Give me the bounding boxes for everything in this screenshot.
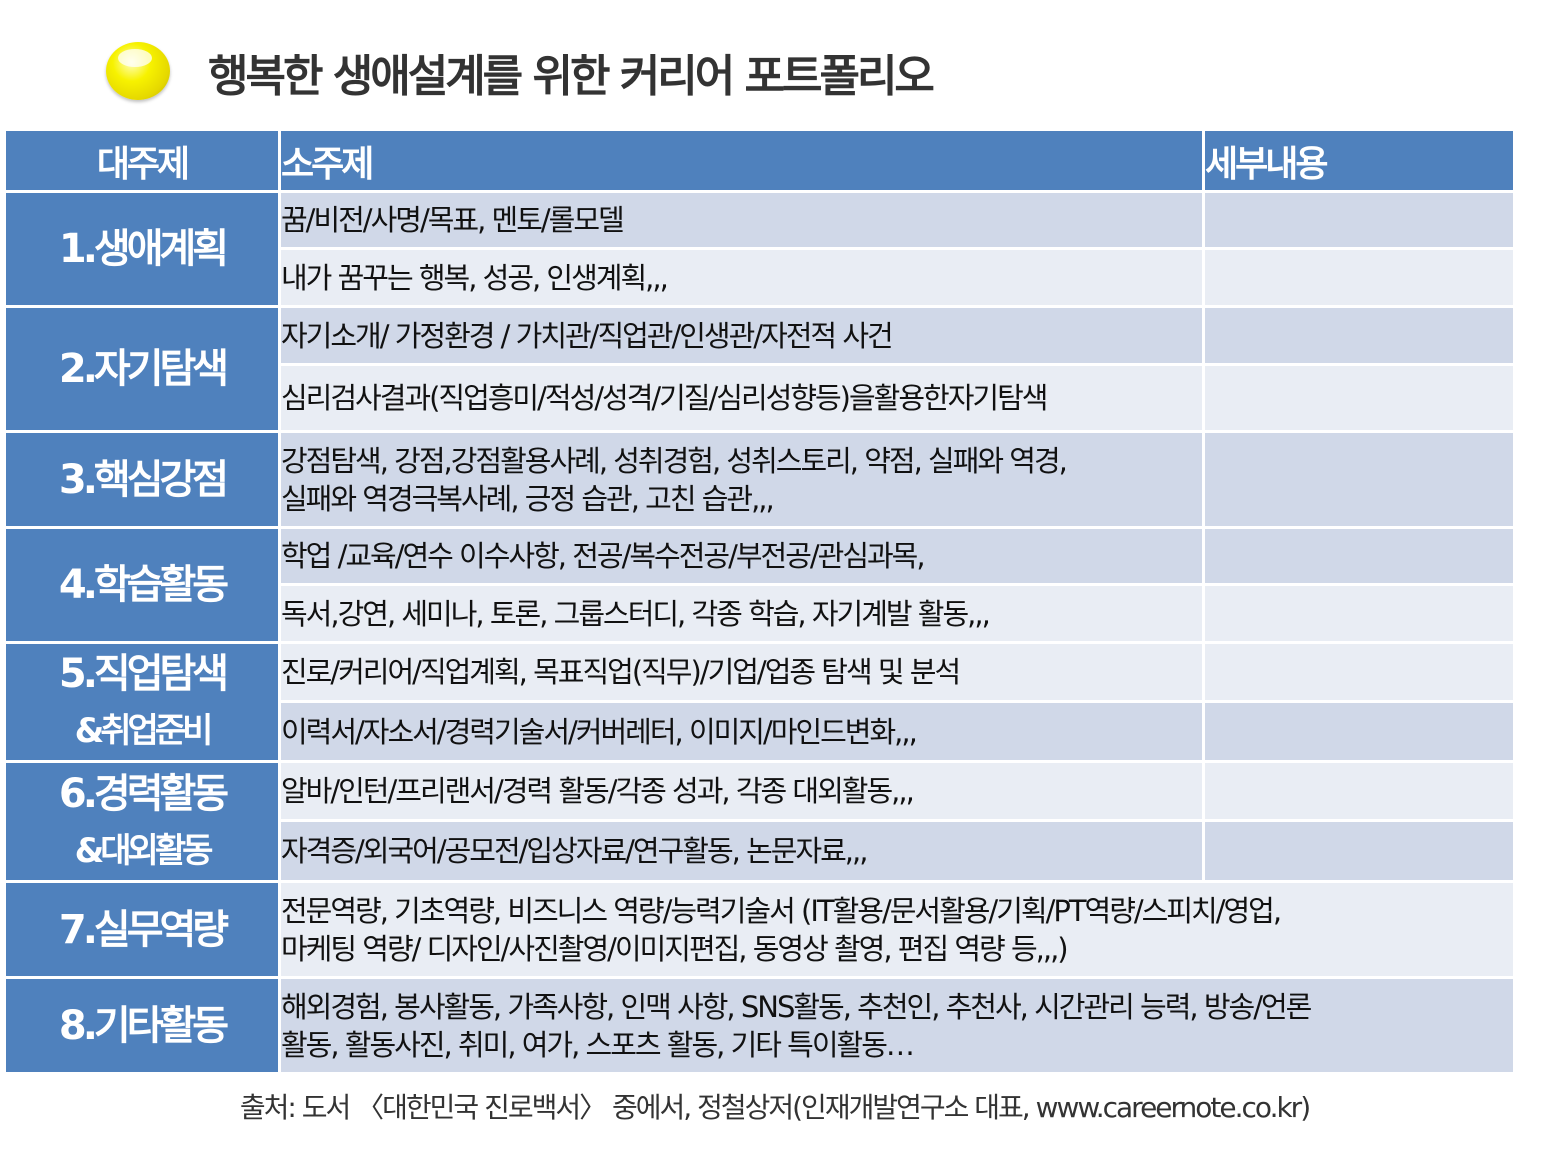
sub-topic-cell: 학업 /교육/연수 이수사항, 전공/복수전공/부전공/관심과목, xyxy=(278,526,1205,586)
major-topic-sublabel: &취업준비 xyxy=(74,711,214,751)
major-topic-label: 4.학습활동 xyxy=(58,562,229,608)
detail-cell xyxy=(1202,430,1516,529)
sub-topic-line: 실패와 역경극복사례, 긍정 습관, 고친 습관,,, xyxy=(281,481,775,516)
detail-cell xyxy=(1202,247,1516,308)
table-row: 6.경력활동 &대외활동 알바/인턴/프리랜서/경력 활동/각종 성과, 각종 대… xyxy=(3,760,1516,883)
sub-topic-cell: 알바/인턴/프리랜서/경력 활동/각종 성과, 각종 대외활동,,, xyxy=(278,760,1205,822)
career-portfolio-table: 대주제 소주제 세부내용 1.생애계획 꿈/비전/사명/목표, 멘토/롤모델 내… xyxy=(3,128,1516,1075)
sub-topic-cell: 꿈/비전/사명/목표, 멘토/롤모델 xyxy=(278,190,1205,250)
major-topic-sublabel: &대외활동 xyxy=(74,830,214,871)
major-topic-cell: 7.실무역량 xyxy=(3,880,281,979)
detail-cell xyxy=(1202,760,1516,822)
major-topic-cell: 6.경력활동 &대외활동 xyxy=(3,760,281,883)
major-topic-label: 3.핵심강점 xyxy=(58,456,229,503)
sub-topic-line: 활동, 활동사진, 취미, 여가, 스포츠 활동, 기타 특이활동… xyxy=(281,1027,915,1062)
table-row: 이력서/자소서/경력기술서/커버레터, 이미지/마인드변화,,, xyxy=(5,700,1516,763)
detail-cell xyxy=(1202,305,1516,366)
header-sub-topic: 소주제 xyxy=(278,128,1205,193)
major-topic-cell: 8.기타활동 xyxy=(3,976,281,1075)
detail-cell xyxy=(1202,641,1516,703)
major-topic-label: 7.실무역량 xyxy=(58,906,229,953)
detail-cell xyxy=(1202,190,1516,250)
detail-cell xyxy=(1202,819,1516,883)
table-row: 4.학습활동 학업 /교육/연수 이수사항, 전공/복수전공/부전공/관심과목, xyxy=(3,526,1516,644)
table-row: 자격증/외국어/공모전/입상자료/연구활동, 논문자료,,, xyxy=(5,819,1516,883)
sub-topic-line: 전문역량, 기초역량, 비즈니스 역량/능력기술서 (IT활용/문서활용/기획/… xyxy=(281,893,1283,928)
page-title: 행복한 생애설계를 위한 커리어 포트폴리오 xyxy=(208,51,935,102)
detail-cell xyxy=(1202,700,1516,763)
sub-topic-cell: 심리검사결과(직업흥미/적성/성격/기질/심리성향등)을활용한자기탐색 xyxy=(278,363,1205,433)
major-topic-label: 1.생애계획 xyxy=(58,226,229,272)
table-row: 심리검사결과(직업흥미/적성/성격/기질/심리성향등)을활용한자기탐색 xyxy=(5,363,1516,433)
table-row: 7.실무역량 전문역량, 기초역량, 비즈니스 역량/능력기술서 (IT활용/문… xyxy=(3,880,1516,979)
major-topic-label: 5.직업탐색 xyxy=(58,651,229,697)
table-row: 5.직업탐색 &취업준비 진로/커리어/직업계획, 목표직업(직무)/기업/업종 … xyxy=(3,641,1516,763)
major-topic-cell: 5.직업탐색 &취업준비 xyxy=(3,641,281,763)
sub-topic-cell: 해외경험, 봉사활동, 가족사항, 인맥 사항, SNS활동, 추천인, 추천사… xyxy=(278,976,1516,1075)
sub-topic-line: 강점탐색, 강점,강점활용사례, 성취경험, 성취스토리, 약점, 실패와 역경… xyxy=(281,443,1068,478)
table-row: 1.생애계획 꿈/비전/사명/목표, 멘토/롤모델 xyxy=(3,190,1516,308)
sub-topic-cell: 전문역량, 기초역량, 비즈니스 역량/능력기술서 (IT활용/문서활용/기획/… xyxy=(278,880,1516,979)
detail-cell xyxy=(1202,526,1516,586)
table-row: 독서,강연, 세미나, 토론, 그룹스터디, 각종 학습, 자기계발 활동,,, xyxy=(5,583,1516,644)
major-topic-label: 6.경력활동 xyxy=(58,770,229,817)
sub-topic-cell: 이력서/자소서/경력기술서/커버레터, 이미지/마인드변화,,, xyxy=(278,700,1205,763)
major-topic-cell: 4.학습활동 xyxy=(3,526,281,644)
header-major-topic: 대주제 xyxy=(3,128,281,193)
sub-topic-line: 마케팅 역량/ 디자인/사진촬영/이미지편집, 동영상 촬영, 편집 역량 등,… xyxy=(281,931,1069,966)
table-header-row: 대주제 소주제 세부내용 xyxy=(3,128,1516,193)
sub-topic-cell: 독서,강연, 세미나, 토론, 그룹스터디, 각종 학습, 자기계발 활동,,, xyxy=(278,583,1205,644)
sub-topic-cell: 강점탐색, 강점,강점활용사례, 성취경험, 성취스토리, 약점, 실패와 역경… xyxy=(278,430,1205,529)
detail-cell xyxy=(1202,583,1516,644)
sub-topic-cell: 내가 꿈꾸는 행복, 성공, 인생계획,,, xyxy=(278,247,1205,308)
detail-cell xyxy=(1202,363,1516,433)
yellow-bullet-icon xyxy=(106,42,170,100)
header-details: 세부내용 xyxy=(1202,128,1516,193)
page-header: 행복한 생애설계를 위한 커리어 포트폴리오 xyxy=(0,0,1549,128)
major-topic-cell: 1.생애계획 xyxy=(3,190,281,308)
table-row: 3.핵심강점 강점탐색, 강점,강점활용사례, 성취경험, 성취스토리, 약점,… xyxy=(3,430,1516,529)
sub-topic-cell: 진로/커리어/직업계획, 목표직업(직무)/기업/업종 탐색 및 분석 xyxy=(278,641,1205,703)
table-row: 내가 꿈꾸는 행복, 성공, 인생계획,,, xyxy=(5,247,1516,308)
sub-topic-cell: 자격증/외국어/공모전/입상자료/연구활동, 논문자료,,, xyxy=(278,819,1205,883)
sub-topic-cell: 자기소개/ 가정환경 / 가치관/직업관/인생관/자전적 사건 xyxy=(278,305,1205,366)
major-topic-cell: 3.핵심강점 xyxy=(3,430,281,529)
table-row: 8.기타활동 해외경험, 봉사활동, 가족사항, 인맥 사항, SNS활동, 추… xyxy=(3,976,1516,1075)
major-topic-label: 2.자기탐색 xyxy=(58,346,229,392)
table-row: 2.자기탐색 자기소개/ 가정환경 / 가치관/직업관/인생관/자전적 사건 xyxy=(3,305,1516,433)
source-citation: 출처: 도서 〈대한민국 진로백서〉 중에서, 정철상저(인재개발연구소 대표,… xyxy=(239,1091,1311,1124)
major-topic-label: 8.기타활동 xyxy=(58,1002,229,1049)
sub-topic-line: 해외경험, 봉사활동, 가족사항, 인맥 사항, SNS활동, 추천인, 추천사… xyxy=(281,989,1313,1024)
major-topic-cell: 2.자기탐색 xyxy=(3,305,281,433)
